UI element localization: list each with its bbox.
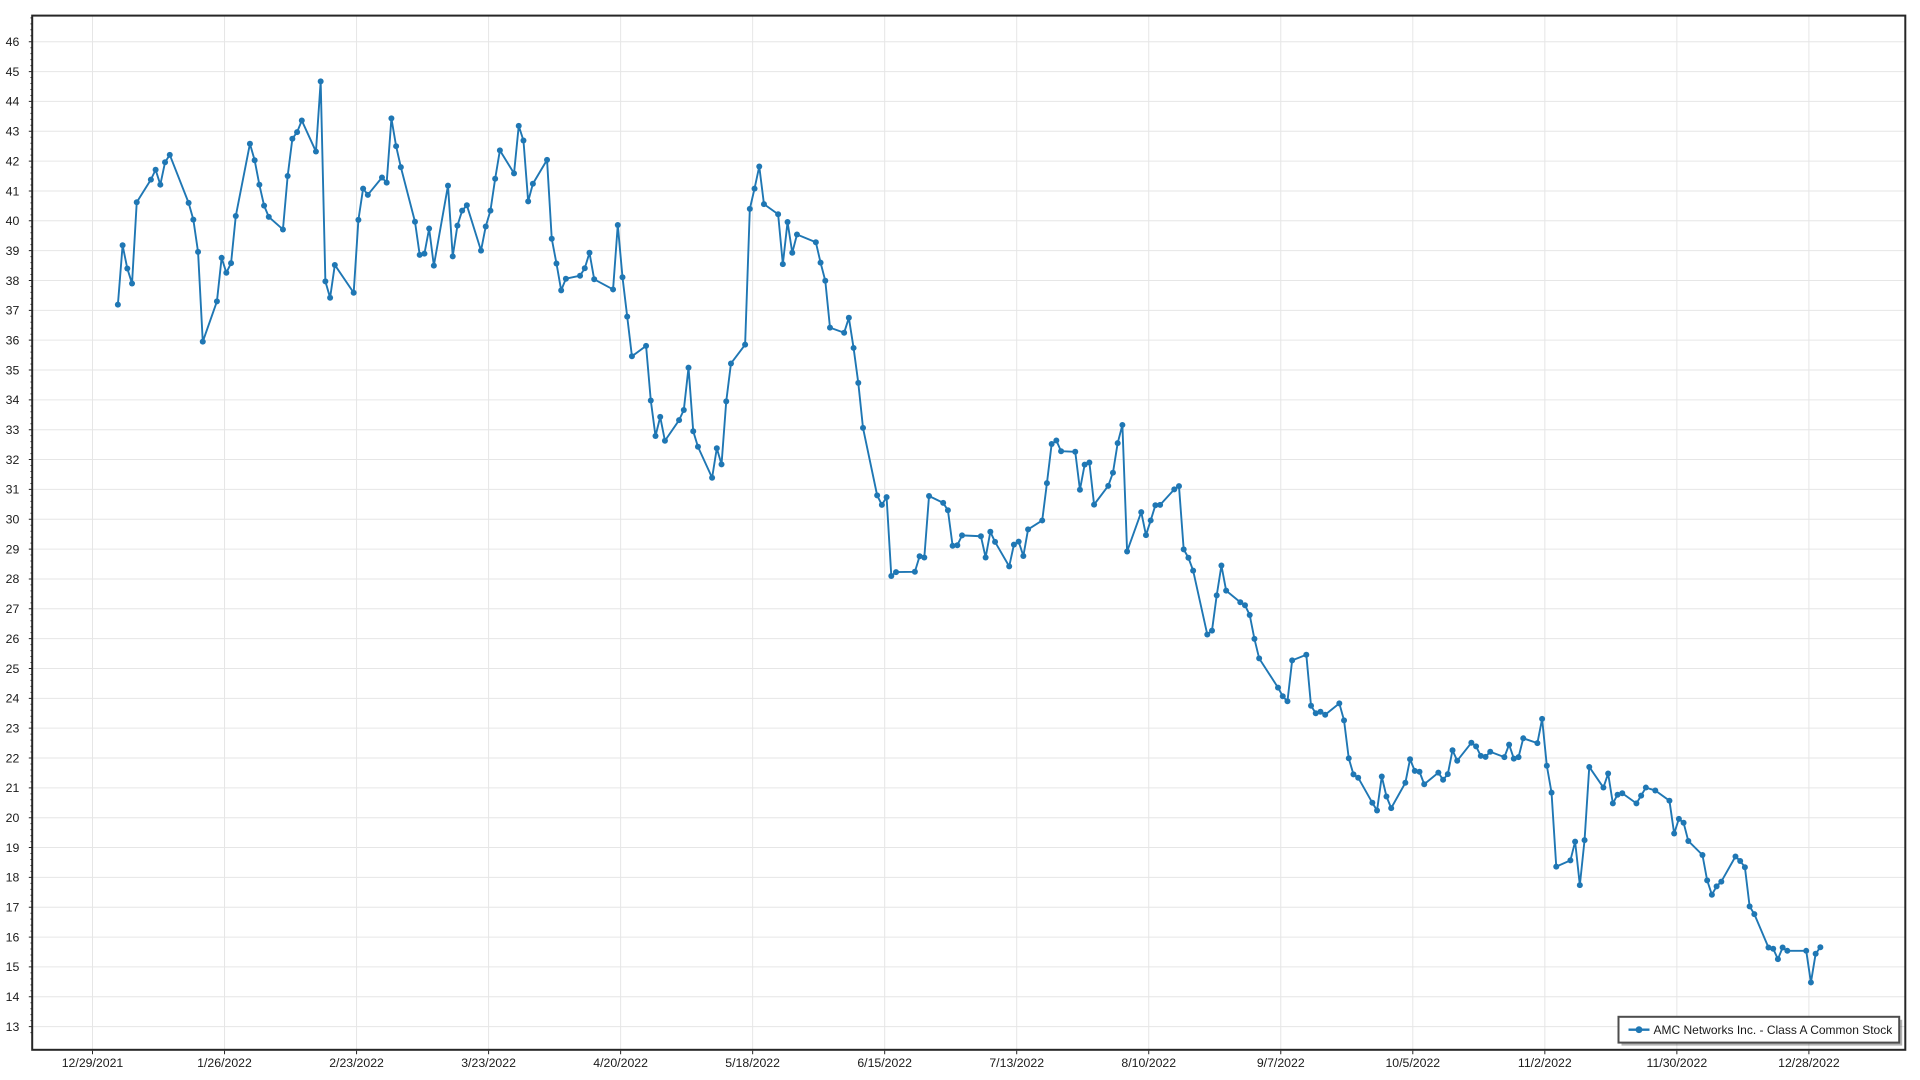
svg-text:46: 46 (6, 35, 20, 49)
svg-text:9/7/2022: 9/7/2022 (1257, 1056, 1305, 1070)
svg-text:27: 27 (6, 602, 20, 616)
svg-text:3/23/2022: 3/23/2022 (461, 1056, 516, 1070)
svg-text:20: 20 (6, 811, 20, 825)
svg-text:15: 15 (6, 960, 20, 974)
svg-text:40: 40 (6, 214, 20, 228)
svg-text:29: 29 (6, 542, 20, 556)
svg-text:26: 26 (6, 632, 20, 646)
svg-text:AMC Networks Inc. - Class A Co: AMC Networks Inc. - Class A Common Stock (1654, 1023, 1894, 1037)
svg-text:10/5/2022: 10/5/2022 (1385, 1056, 1440, 1070)
svg-text:13: 13 (6, 1020, 20, 1034)
svg-text:38: 38 (6, 274, 20, 288)
svg-text:12/29/2021: 12/29/2021 (62, 1056, 124, 1070)
svg-text:23: 23 (6, 721, 20, 735)
svg-text:45: 45 (6, 65, 20, 79)
svg-text:30: 30 (6, 513, 20, 527)
svg-text:42: 42 (6, 154, 20, 168)
svg-text:11/30/2022: 11/30/2022 (1647, 1056, 1708, 1070)
svg-text:25: 25 (6, 662, 20, 676)
svg-text:16: 16 (6, 930, 20, 944)
svg-text:17: 17 (6, 901, 20, 915)
svg-text:12/28/2022: 12/28/2022 (1778, 1056, 1840, 1070)
svg-text:6/15/2022: 6/15/2022 (857, 1056, 912, 1070)
svg-text:44: 44 (6, 95, 20, 109)
svg-text:43: 43 (6, 125, 20, 139)
svg-text:21: 21 (6, 781, 20, 795)
svg-text:8/10/2022: 8/10/2022 (1121, 1056, 1176, 1070)
svg-text:37: 37 (6, 304, 20, 318)
svg-text:34: 34 (6, 393, 20, 407)
svg-text:19: 19 (6, 841, 20, 855)
svg-text:39: 39 (6, 244, 20, 258)
svg-text:14: 14 (6, 990, 20, 1004)
svg-text:31: 31 (6, 483, 20, 497)
svg-text:33: 33 (6, 423, 20, 437)
svg-text:2/23/2022: 2/23/2022 (329, 1056, 384, 1070)
svg-text:28: 28 (6, 572, 20, 586)
svg-text:22: 22 (6, 751, 20, 765)
svg-text:32: 32 (6, 453, 20, 467)
svg-text:5/18/2022: 5/18/2022 (725, 1056, 780, 1070)
svg-text:36: 36 (6, 333, 20, 347)
svg-text:41: 41 (6, 184, 20, 198)
svg-text:7/13/2022: 7/13/2022 (989, 1056, 1044, 1070)
svg-text:18: 18 (6, 871, 20, 885)
svg-text:35: 35 (6, 363, 20, 377)
svg-text:1/26/2022: 1/26/2022 (197, 1056, 252, 1070)
svg-text:11/2/2022: 11/2/2022 (1518, 1056, 1572, 1070)
svg-text:24: 24 (6, 692, 20, 706)
svg-text:4/20/2022: 4/20/2022 (593, 1056, 648, 1070)
